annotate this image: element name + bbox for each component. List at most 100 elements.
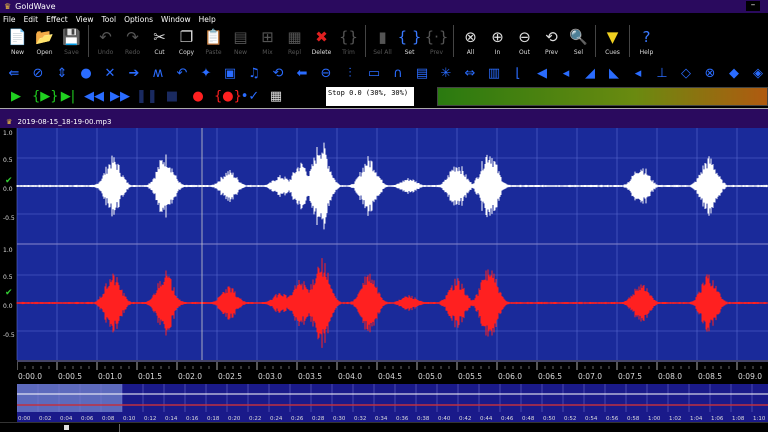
effect-18-icon[interactable]: ✳ xyxy=(440,65,452,81)
document-title: 2019-08-15_18-19-00.mp3 xyxy=(17,118,112,126)
play-icon[interactable]: ▶ xyxy=(11,89,21,104)
effect-13-icon[interactable]: ⊖ xyxy=(320,65,332,81)
timeline-label: 0:05.0 xyxy=(418,372,442,381)
effect-28-icon[interactable]: ◇ xyxy=(681,65,691,81)
timeline-label: 0:04.5 xyxy=(378,372,402,381)
out-button[interactable]: ⊖ Out xyxy=(511,25,538,59)
timeline-label: 0:02.0 xyxy=(178,372,202,381)
all-button[interactable]: ⊗ All xyxy=(457,25,484,59)
effect-19-icon[interactable]: ⇔ xyxy=(464,65,476,81)
effect-30-icon[interactable]: ◆ xyxy=(729,65,739,81)
pause-icon[interactable]: ❚❚ xyxy=(136,89,158,104)
trim-button[interactable]: {} Trim xyxy=(335,25,362,59)
button-label: Undo xyxy=(97,49,114,56)
effect-11-icon[interactable]: ⟲ xyxy=(272,65,284,81)
repl-button[interactable]: ▦ Repl xyxy=(281,25,308,59)
effect-22-icon[interactable]: ◀ xyxy=(537,65,547,81)
effect-16-icon[interactable]: ∩ xyxy=(393,65,403,81)
effect-29-icon[interactable]: ⊗ xyxy=(704,65,716,81)
control-properties-icon[interactable]: ▦ xyxy=(269,89,283,104)
amplitude-label: -0.5 xyxy=(3,332,15,339)
set-marker-icon[interactable]: •✓ xyxy=(240,89,260,104)
menu-help[interactable]: Help xyxy=(198,14,216,24)
stop-icon[interactable]: ■ xyxy=(165,89,179,104)
button-label: Trim xyxy=(342,49,355,56)
overview-panel[interactable]: 0:00 0:02 0:04 0:06 0:08 0:10 0:12 0:14 0:16 0:18… xyxy=(17,384,768,422)
sel-all-button[interactable]: ▮ Sel All xyxy=(369,25,396,59)
menu-options[interactable]: Options xyxy=(124,14,154,24)
overview-tick-label: 0:26 xyxy=(291,416,304,422)
effect-17-icon[interactable]: ▤ xyxy=(415,65,429,81)
effect-31-icon[interactable]: ◈ xyxy=(753,65,763,81)
help-button[interactable]: ? Help xyxy=(633,25,660,59)
button-label: Sel xyxy=(573,49,584,56)
effect-9-icon[interactable]: ▣ xyxy=(223,65,237,81)
set-button[interactable]: { } Set xyxy=(396,25,423,59)
zoom-selection-icon: 🔍 xyxy=(569,28,588,46)
cues-button[interactable]: ▼ Cues xyxy=(599,25,626,59)
open-button[interactable]: 📂 Open xyxy=(31,25,58,59)
effect-0-icon[interactable]: ⇚ xyxy=(8,65,20,81)
paste-button[interactable]: 📋 Paste xyxy=(200,25,227,59)
effect-20-icon[interactable]: ▥ xyxy=(487,65,501,81)
effect-26-icon[interactable]: ◂ xyxy=(634,65,642,81)
amplitude-label: -0.5 xyxy=(3,215,15,222)
in-button[interactable]: ⊕ In xyxy=(484,25,511,59)
effect-4-icon[interactable]: ✕ xyxy=(104,65,116,81)
button-label: In xyxy=(494,49,501,56)
rewind-icon[interactable]: ◀◀ xyxy=(84,89,104,104)
save-button[interactable]: 💾 Save xyxy=(58,25,85,59)
effect-12-icon[interactable]: ⬅ xyxy=(296,65,308,81)
zoom-in-icon: ⊕ xyxy=(491,28,504,46)
timeline-label: 0:08.0 xyxy=(658,372,682,381)
effect-6-icon[interactable]: ʍ xyxy=(152,65,164,81)
menu-window[interactable]: Window xyxy=(161,14,191,24)
waveform-view[interactable]: 1.0 0.5 0.0 -0.5 1.0 0.5 0.0 -0.5 xyxy=(3,128,768,362)
play-to-end-icon[interactable]: ▶| xyxy=(60,89,76,104)
effect-27-icon[interactable]: ⊥ xyxy=(656,65,668,81)
effect-21-icon[interactable]: ⌊ xyxy=(515,65,521,81)
overview-visible-region xyxy=(17,384,122,412)
fast-forward-icon[interactable]: ▶▶ xyxy=(110,89,130,104)
new-button[interactable]: 📄 New xyxy=(4,25,31,59)
effect-5-icon[interactable]: ➔ xyxy=(128,65,140,81)
effect-15-icon[interactable]: ▭ xyxy=(367,65,381,81)
minimize-button[interactable]: – xyxy=(746,1,760,11)
record-icon[interactable]: ● xyxy=(192,89,204,104)
menu-file[interactable]: File xyxy=(3,14,16,24)
overview-tick-label: 0:06 xyxy=(81,416,94,422)
record-selection-icon[interactable]: {●} xyxy=(214,89,242,104)
timeline-ruler: 0:00.0 0:00.5 0:01.0 0:01.5 0:02.0 0:02.5 0:03… xyxy=(16,362,768,382)
right-channel-check-icon[interactable]: ✔ xyxy=(5,288,13,298)
effect-8-icon[interactable]: ✦ xyxy=(200,65,212,81)
new-button[interactable]: ▤ New xyxy=(227,25,254,59)
horizontal-scrollbar[interactable] xyxy=(0,422,768,432)
effect-3-icon[interactable]: ● xyxy=(80,65,92,81)
effect-1-icon[interactable]: ⊘ xyxy=(32,65,44,81)
effect-14-icon[interactable]: ⫶ xyxy=(348,65,352,81)
cut-button[interactable]: ✂ Cut xyxy=(146,25,173,59)
menu-view[interactable]: View xyxy=(75,14,94,24)
menu-tool[interactable]: Tool xyxy=(101,14,117,24)
mix-button[interactable]: ⊞ Mix xyxy=(254,25,281,59)
sel-button[interactable]: 🔍 Sel xyxy=(565,25,592,59)
left-channel-check-icon[interactable]: ✔ xyxy=(5,176,13,186)
undo-button[interactable]: ↶ Undo xyxy=(92,25,119,59)
effect-25-icon[interactable]: ◣ xyxy=(609,65,619,81)
copy-button[interactable]: ❐ Copy xyxy=(173,25,200,59)
effect-23-icon[interactable]: ◂ xyxy=(562,65,570,81)
scrollbar-thumb[interactable] xyxy=(8,424,120,432)
play-selection-icon[interactable]: {▶} xyxy=(32,89,59,104)
channel-bar: ✔ ✔ xyxy=(0,128,17,432)
delete-button[interactable]: ✖ Delete xyxy=(308,25,335,59)
redo-button[interactable]: ↷ Redo xyxy=(119,25,146,59)
effect-24-icon[interactable]: ◢ xyxy=(585,65,595,81)
effect-7-icon[interactable]: ↶ xyxy=(176,65,188,81)
menu-edit[interactable]: Edit xyxy=(23,14,39,24)
menu-effect[interactable]: Effect xyxy=(46,14,68,24)
save-icon: 💾 xyxy=(62,28,81,46)
effect-2-icon[interactable]: ⇕ xyxy=(56,65,68,81)
effect-10-icon[interactable]: ♫ xyxy=(248,65,260,81)
prev-button[interactable]: ⟲ Prev xyxy=(538,25,565,59)
prev-button[interactable]: {·} Prev xyxy=(423,25,450,59)
